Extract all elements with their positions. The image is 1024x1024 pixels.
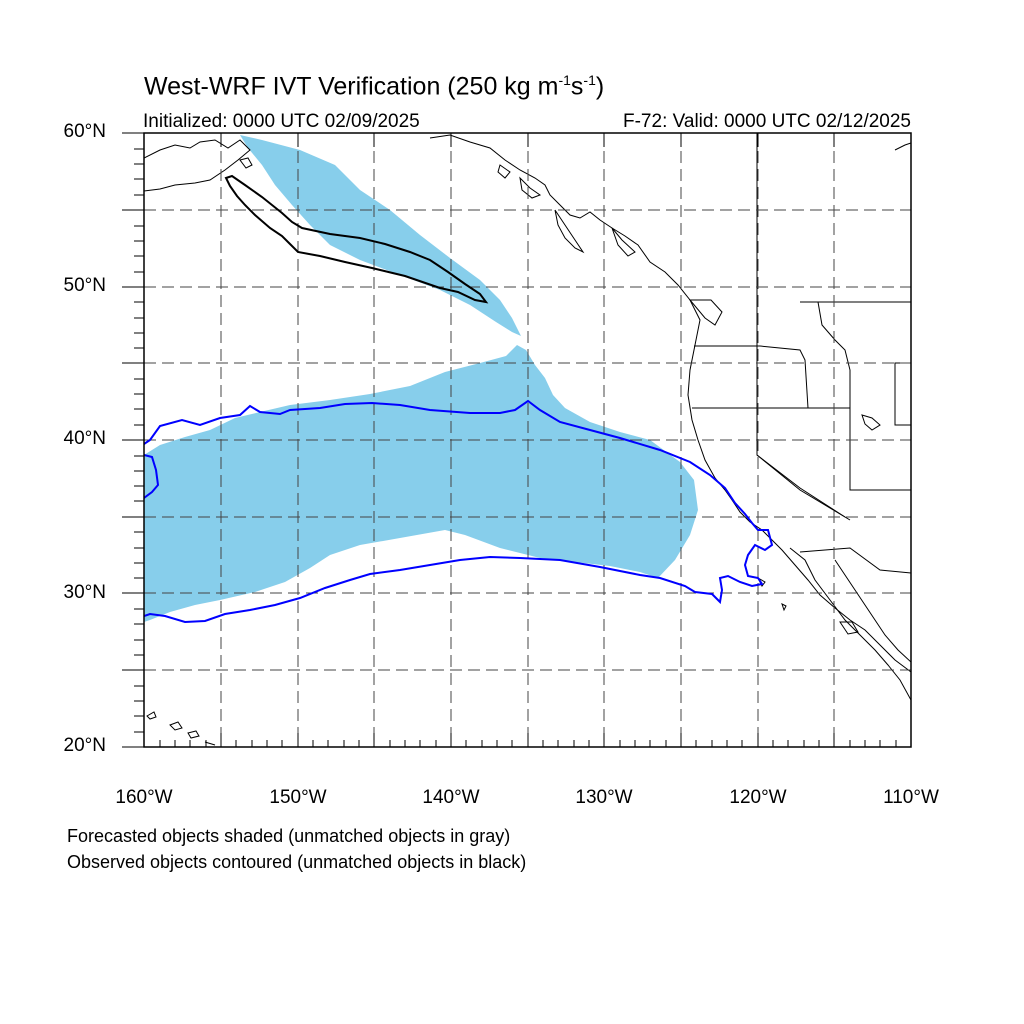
lon-label-120w: 120°W bbox=[729, 787, 787, 808]
lat-label-30n: 30°N bbox=[63, 582, 106, 603]
lat-label-20n: 20°N bbox=[63, 735, 106, 756]
graticule bbox=[144, 133, 911, 747]
lon-label-130w: 130°W bbox=[575, 787, 633, 808]
lon-label-150w: 150°W bbox=[269, 787, 327, 808]
lat-label-50n: 50°N bbox=[63, 275, 106, 296]
forecast-note: Forecasted objects shaded (unmatched obj… bbox=[67, 826, 511, 846]
lat-label-40n: 40°N bbox=[63, 428, 106, 449]
initialized-time: Initialized: 0000 UTC 02/09/2025 bbox=[143, 111, 420, 132]
observed-object-unmatched bbox=[224, 174, 489, 304]
lon-label-140w: 140°W bbox=[422, 787, 480, 808]
observed-note: Observed objects contoured (unmatched ob… bbox=[67, 852, 527, 872]
forecast-object-main bbox=[144, 345, 698, 622]
observed-object-matched-1 bbox=[144, 399, 774, 624]
lon-label-110w: 110°W bbox=[883, 787, 939, 808]
observed-object-matched-2 bbox=[144, 454, 160, 499]
lon-label-160w: 160°W bbox=[115, 787, 173, 808]
plot-frame bbox=[143, 132, 912, 748]
tick-marks bbox=[122, 132, 912, 748]
valid-time: F-72: Valid: 0000 UTC 02/12/2025 bbox=[623, 111, 911, 132]
lat-label-60n: 60°N bbox=[63, 121, 106, 142]
coastline-layer bbox=[144, 133, 911, 746]
plot-title: West-WRF IVT Verification (250 kg m-1s-1… bbox=[144, 72, 605, 101]
map-content bbox=[144, 133, 911, 747]
